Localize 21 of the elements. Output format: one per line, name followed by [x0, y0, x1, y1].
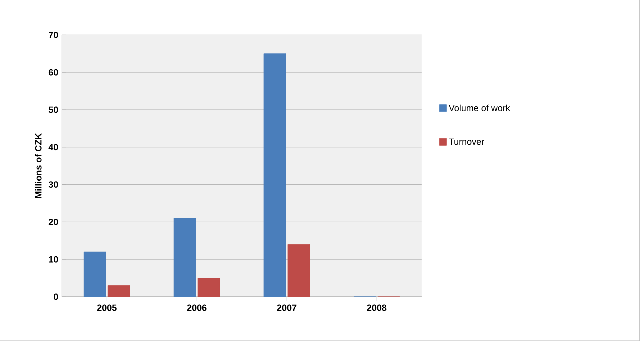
x-tick-label: 2006	[187, 304, 207, 312]
y-tick-label: 0	[54, 294, 58, 300]
y-tick-label: 70	[49, 32, 58, 38]
x-tick-label: 2005	[97, 304, 117, 312]
legend-label: Volume of work	[448, 104, 510, 112]
bar	[198, 278, 220, 297]
y-tick-label: 20	[48, 218, 58, 226]
x-tick-label: 2008	[367, 304, 387, 312]
y-tick-label: 40	[48, 144, 58, 150]
bar	[288, 244, 310, 297]
bar	[84, 252, 106, 297]
bar	[264, 54, 286, 297]
legend-label: Turnover	[449, 138, 484, 146]
y-axis-title: Millions of CZK	[35, 133, 42, 198]
bar	[108, 286, 130, 297]
y-tick-label: 50	[48, 106, 58, 114]
x-tick-label: 2007	[277, 304, 297, 312]
y-tick-label: 30	[48, 182, 58, 188]
bar	[174, 218, 196, 297]
y-tick-label: 10	[49, 256, 58, 263]
y-tick-label: 60	[48, 69, 58, 76]
